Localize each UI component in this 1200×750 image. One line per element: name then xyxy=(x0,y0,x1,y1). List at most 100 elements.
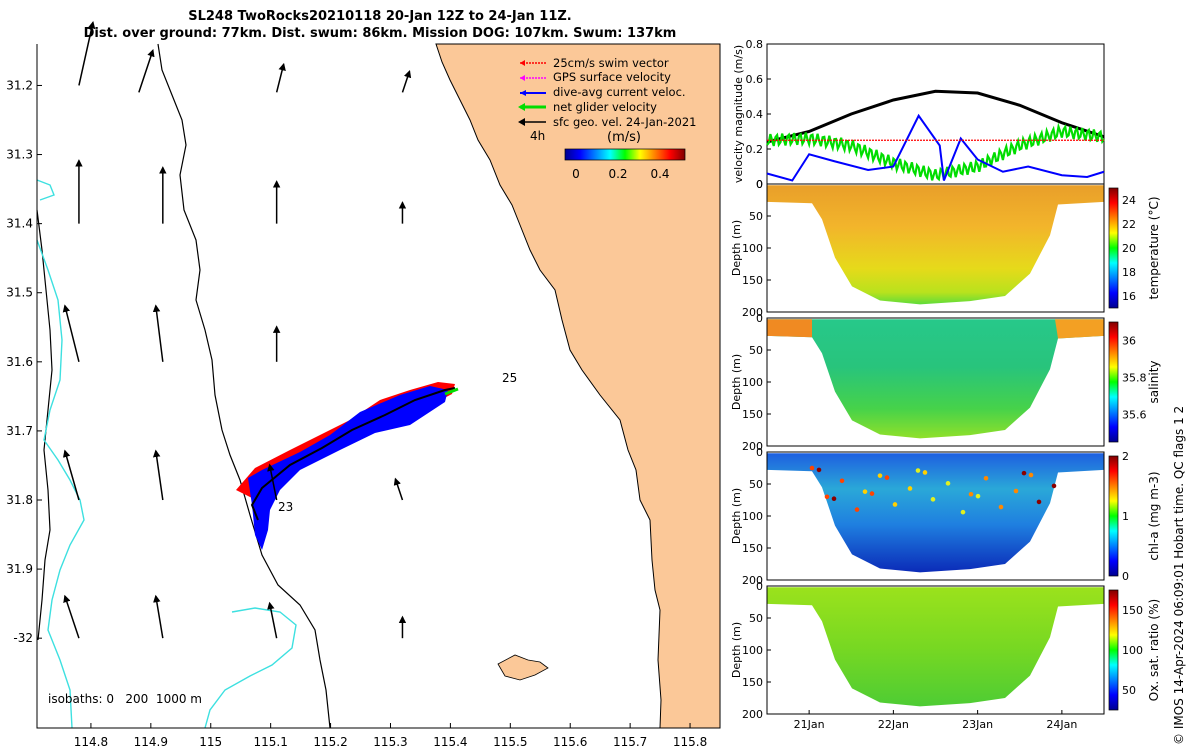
current-vector-arrow xyxy=(267,601,278,639)
section-surface-right xyxy=(1055,319,1104,339)
section-ytick-label: 200 xyxy=(742,708,763,721)
section-ytick-label: 150 xyxy=(742,542,763,555)
chl-dot xyxy=(1051,483,1057,489)
colorbar-tick: 24 xyxy=(1122,194,1136,207)
legend-sfc-geo: sfc geo. vel. 24-Jan-2021 xyxy=(553,115,697,129)
legend-net: net glider velocity xyxy=(553,100,657,114)
current-vectors xyxy=(62,20,412,639)
colorbar-tick: 2 xyxy=(1122,450,1129,463)
vel-ytick-label: 0.2 xyxy=(746,143,764,156)
map-ytick-label: 31.9 xyxy=(6,562,33,576)
map-xtick-label: 114.9 xyxy=(134,735,168,749)
map-colorbar xyxy=(564,148,686,161)
chl-dot xyxy=(960,509,966,515)
velocity-series-line xyxy=(766,113,1105,182)
colorbar-tick: 16 xyxy=(1122,290,1136,303)
colorbar-tick: 36 xyxy=(1122,334,1136,347)
isobath-label: isobaths: 0 200 1000 m xyxy=(48,692,202,706)
colorbar-label: Ox. sat. ratio (%) xyxy=(1147,599,1161,701)
map-xtick-label: 115.6 xyxy=(553,735,587,749)
section-ytick-label: 0 xyxy=(756,312,763,325)
chl-dot xyxy=(816,467,822,473)
chl-dot xyxy=(1036,499,1042,505)
section-ytick-label: 0 xyxy=(756,178,763,191)
cbar-tick-04: 0.4 xyxy=(650,167,669,181)
cbar-tick-0: 0 xyxy=(572,167,580,181)
frame xyxy=(36,44,720,729)
chl-dot xyxy=(907,486,913,491)
section-ytick-label: 0 xyxy=(756,580,763,593)
map-ytick-label: 31.7 xyxy=(6,424,33,438)
colorbar-tick: 50 xyxy=(1122,684,1136,697)
title-line-1: SL248 TwoRocks20210118 20-Jan 12Z to 24-… xyxy=(188,9,572,24)
isobath-cyan-2 xyxy=(204,607,297,729)
legend-gps: GPS surface velocity xyxy=(553,70,671,84)
map-ytick-label: 31.4 xyxy=(6,217,33,231)
chl-dot xyxy=(1028,472,1034,478)
current-vectors-blue xyxy=(248,386,448,550)
vel-ytick-label: 0.6 xyxy=(746,73,764,86)
vel-ytick-label: 0.8 xyxy=(746,38,764,51)
section-field xyxy=(767,453,1104,573)
colorbar-tick: 35.6 xyxy=(1122,408,1147,421)
map-xtick-label: 115.8 xyxy=(673,735,707,749)
chl-dot xyxy=(1013,488,1019,494)
current-vector-arrow xyxy=(152,304,164,362)
current-vector-arrow xyxy=(267,463,278,501)
section-2: 0 50 100 150 200 Depth (m) 16 18 20 22 24 temperatu… xyxy=(730,178,1161,319)
chl-dot xyxy=(930,497,936,502)
colorbar-tick: 100 xyxy=(1122,644,1143,657)
chl-dot xyxy=(975,493,981,499)
chl-dot xyxy=(869,491,875,496)
colorbar-tick: 18 xyxy=(1122,266,1136,279)
section-5: 0 50 100 150 200 Depth (m) 50 100 150 Ox. sat. ra… xyxy=(730,580,1161,731)
section-xtick-label: 21Jan xyxy=(794,718,825,731)
map-ytick-label: 31.5 xyxy=(6,286,33,300)
chl-dot xyxy=(809,465,815,471)
section-ylabel: Depth (m) xyxy=(730,622,743,678)
current-vector-arrow xyxy=(138,48,155,93)
title-line-2: Dist. over ground: 77km. Dist. swum: 86k… xyxy=(83,26,677,41)
colorbar-tick: 20 xyxy=(1122,242,1136,255)
map-xtick-label: 115 xyxy=(199,735,222,749)
chl-dot xyxy=(945,481,951,486)
chl-dot xyxy=(922,470,928,475)
chl-dot xyxy=(839,478,845,484)
map-ytick-label: 31.6 xyxy=(6,355,33,369)
section-ytick-label: 200 xyxy=(742,440,763,453)
map-ytick-label: 31.2 xyxy=(6,78,33,92)
chl-dot xyxy=(877,473,883,478)
chl-dot xyxy=(831,496,837,502)
glider-track xyxy=(250,387,456,521)
current-vector-arrow xyxy=(393,477,404,501)
vel-ytick-label: 0 xyxy=(756,178,763,191)
section-ytick-label: 150 xyxy=(742,274,763,287)
section-ylabel: Depth (m) xyxy=(730,220,743,276)
map-xtick-label: 115.3 xyxy=(373,735,407,749)
isobath-cyan xyxy=(36,179,85,729)
chl-dot xyxy=(892,502,898,507)
section-ylabel: Depth (m) xyxy=(730,488,743,544)
legend-swim: 25cm/s swim vector xyxy=(553,56,669,70)
map-ytick-label: -32 xyxy=(13,631,33,645)
island xyxy=(497,654,549,681)
velocity-series-line xyxy=(766,89,1105,144)
land-mass xyxy=(435,43,721,729)
current-vector-arrow xyxy=(153,594,164,639)
section-colorbar xyxy=(1108,455,1119,577)
chl-dot xyxy=(998,504,1004,510)
chl-dot xyxy=(915,468,921,473)
current-vector-arrow xyxy=(275,62,286,93)
chl-dot xyxy=(862,489,868,494)
colorbar-label: temperature (°C) xyxy=(1147,197,1161,300)
section-field xyxy=(767,587,1104,707)
colorbar-label: salinity xyxy=(1147,360,1161,403)
map-ytick-label: 31.8 xyxy=(6,493,33,507)
map-xtick-label: 115.5 xyxy=(493,735,527,749)
section-xtick-label: 24Jan xyxy=(1046,718,1077,731)
colorbar-units: (m/s) xyxy=(607,130,641,145)
annotation-23: 23 xyxy=(278,500,293,514)
current-vector-arrow xyxy=(63,594,80,639)
map-xtick-label: 115.4 xyxy=(433,735,467,749)
section-ytick-label: 100 xyxy=(742,510,763,523)
